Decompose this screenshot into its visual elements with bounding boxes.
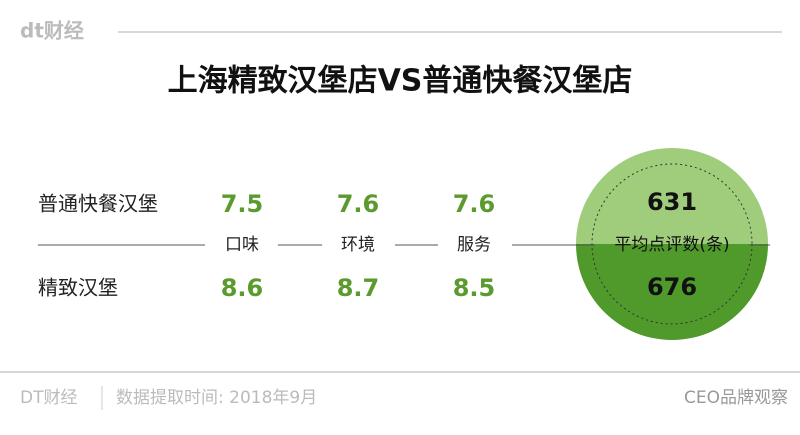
dotted-ring <box>591 163 753 325</box>
row-label: 普通快餐汉堡 <box>38 192 158 216</box>
score: 8.6 <box>221 274 264 302</box>
source: DT财经 <box>20 388 77 408</box>
column-label: 服务 <box>457 235 491 255</box>
note: 数据提取时间: 2018年9月 <box>116 388 317 408</box>
review-label: 平均点评数(条) <box>614 235 729 255</box>
score: 7.6 <box>337 190 380 218</box>
row-label: 精致汉堡 <box>38 276 118 300</box>
review-count: 676 <box>647 273 697 301</box>
score: 7.5 <box>221 190 264 218</box>
score: 8.5 <box>453 274 496 302</box>
review-count: 631 <box>647 188 697 216</box>
title: 上海精致汉堡店VS普通快餐汉堡店 <box>168 64 633 99</box>
watermark: CEO品牌观察 <box>684 388 788 408</box>
score: 7.6 <box>453 190 496 218</box>
column-label: 口味 <box>225 235 259 255</box>
score: 8.7 <box>337 274 380 302</box>
logo: dt财经 <box>20 19 84 43</box>
column-label: 环境 <box>341 235 375 255</box>
